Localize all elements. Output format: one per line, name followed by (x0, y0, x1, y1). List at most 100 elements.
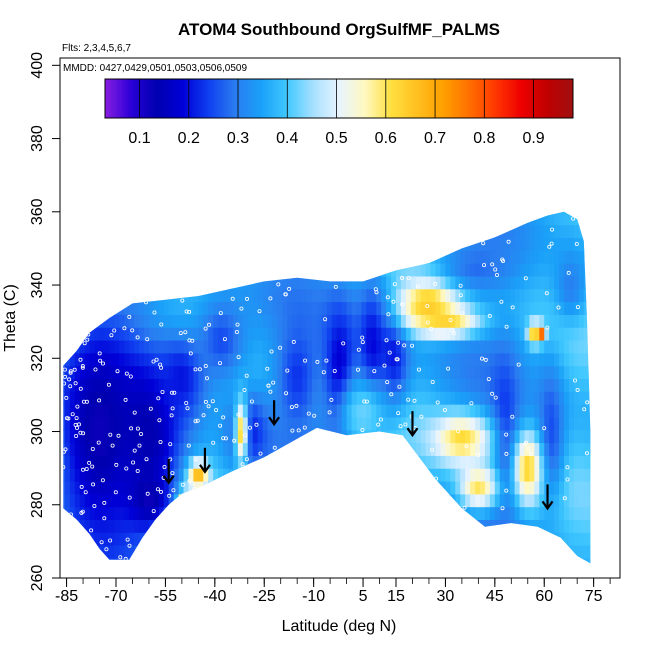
field-cell (534, 263, 540, 277)
field-cell (247, 301, 254, 315)
field-cell (420, 532, 427, 546)
field-cell (321, 557, 328, 564)
field-cell (386, 263, 392, 277)
field-cell (514, 365, 521, 380)
field-cell (396, 250, 402, 264)
field-cell (376, 339, 382, 354)
field-cell (559, 211, 565, 226)
field-cell (74, 545, 81, 559)
field-cell (163, 404, 170, 418)
field-cell (445, 275, 451, 290)
field-cell (554, 224, 560, 239)
sample-point (67, 377, 72, 382)
field-cell (351, 532, 358, 546)
field-cell (237, 404, 244, 418)
field-cell (237, 391, 244, 405)
field-cell (549, 557, 555, 564)
sample-point (193, 419, 198, 424)
sample-point (84, 466, 89, 471)
field-cell (223, 211, 229, 226)
field-cell (94, 275, 101, 290)
field-cell (331, 327, 338, 341)
field-cell (69, 404, 76, 418)
field-cell (484, 480, 491, 495)
field-cell (84, 532, 91, 546)
field-cell (247, 378, 254, 392)
colorbar-segment (339, 79, 342, 118)
field-cell (554, 480, 560, 495)
field-cell (188, 455, 195, 469)
field-cell (282, 263, 288, 277)
field-cell (79, 339, 86, 354)
field-cell (74, 211, 81, 213)
field-cell (277, 545, 283, 559)
field-cell (554, 365, 560, 380)
field-cell (554, 404, 560, 418)
field-cell (173, 314, 180, 328)
field-cell (583, 404, 590, 418)
field-cell (573, 493, 580, 508)
field-cell (69, 391, 76, 405)
field-cell (346, 288, 353, 303)
field-cell (400, 532, 407, 546)
field-cell (232, 327, 239, 341)
field-cell (139, 519, 145, 533)
field-cell (173, 506, 180, 521)
sample-point (268, 389, 273, 394)
field-cell (524, 468, 531, 482)
field-cell (386, 557, 392, 564)
sample-point (127, 495, 132, 500)
field-cell (415, 237, 422, 251)
field-cell (455, 211, 461, 226)
field-cell (252, 442, 259, 456)
field-cell (64, 519, 71, 533)
field-cell (504, 327, 511, 341)
field-cell (594, 443, 600, 456)
field-cell (499, 391, 506, 405)
field-cell (514, 314, 521, 328)
field-cell (573, 468, 580, 482)
field-cell (237, 301, 244, 315)
field-cell (405, 442, 412, 456)
field-cell (307, 545, 313, 559)
field-cell (218, 288, 224, 303)
field-cell (316, 429, 323, 444)
field-cell (158, 237, 165, 251)
field-cell (504, 288, 511, 303)
field-cell (405, 404, 412, 418)
colorbar-segment (481, 79, 485, 118)
field-cell (539, 416, 545, 431)
sample-point (132, 410, 137, 415)
field-cell (475, 378, 481, 392)
field-cell (524, 339, 531, 354)
field-cell (69, 327, 76, 341)
field-cell (396, 455, 402, 469)
field-cell (366, 480, 372, 495)
field-cell (465, 339, 471, 354)
colorbar-segment (565, 79, 569, 118)
field-cell (302, 263, 308, 277)
field-cell (203, 545, 209, 559)
field-cell (425, 378, 432, 392)
field-cell (218, 506, 224, 521)
field-cell (410, 301, 417, 315)
field-cell (465, 391, 471, 405)
sample-point (68, 369, 73, 374)
colorbar-segment (420, 79, 424, 118)
field-cell (356, 352, 363, 367)
field-cell (287, 263, 293, 277)
field-cell (544, 557, 550, 564)
field-cell (396, 224, 402, 239)
field-cell (134, 493, 140, 508)
field-cell (440, 250, 447, 264)
field-cell (193, 263, 199, 277)
field-cell (415, 429, 422, 444)
colorbar-segment (142, 79, 146, 118)
field-cell (129, 506, 135, 521)
field-cell (470, 532, 476, 546)
field-cell (455, 314, 461, 328)
field-cell (129, 288, 135, 303)
field-cell (312, 339, 318, 354)
field-cell (326, 327, 333, 341)
field-cell (361, 275, 367, 290)
